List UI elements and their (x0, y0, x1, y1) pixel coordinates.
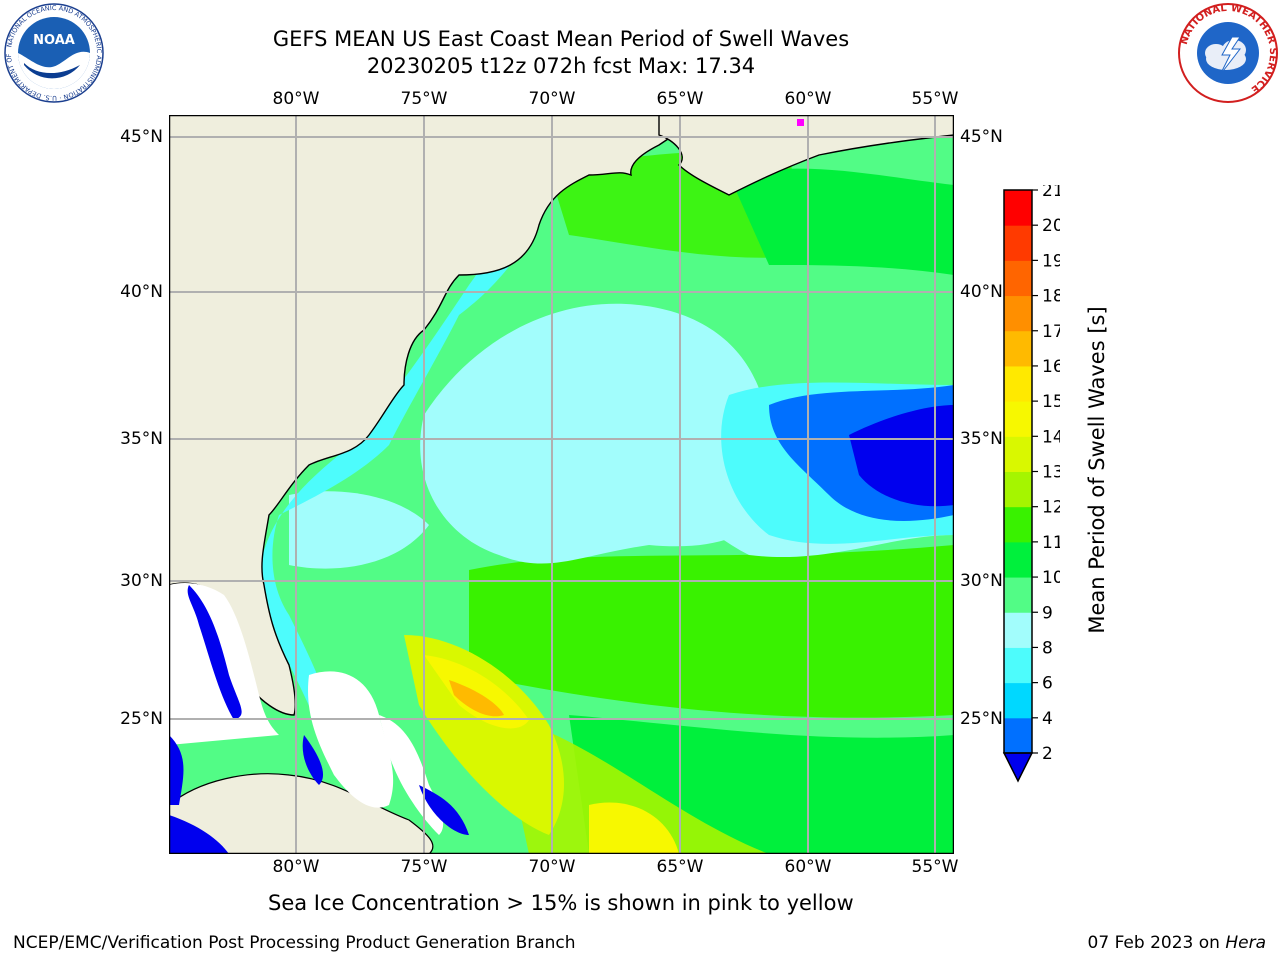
lon-label-bottom: 75°W (400, 857, 448, 877)
colorbar-tick-label: 17 (1042, 322, 1060, 342)
map-frame (169, 115, 954, 854)
credit-text: NCEP/EMC/Verification Post Processing Pr… (13, 933, 576, 953)
period-band-13 (404, 635, 564, 835)
period-band-12 (499, 715, 769, 854)
lon-label-top: 65°W (656, 89, 704, 109)
lat-label-right: 30°N (960, 571, 1003, 591)
graticule (169, 115, 954, 854)
colorbar-segment (1004, 295, 1032, 332)
shallow-blue-cuba (169, 815, 229, 854)
colorbar-tick-label: 11 (1042, 533, 1060, 553)
period-band-14 (589, 802, 679, 854)
coastal-fringe (259, 155, 543, 755)
lon-label-bottom: 70°W (528, 857, 576, 877)
colorbar-segment (1004, 647, 1032, 684)
colorbar-segment (1004, 225, 1032, 261)
colorbar-tick-label: 6 (1042, 674, 1053, 694)
colorbar-ticks: 2 4 6 8 9 10 11 12 13 14 15 16 17 18 19 20 21 (1032, 185, 1060, 764)
period-band-10-11 (469, 545, 954, 718)
colorbar-tick-label: 12 (1042, 498, 1060, 518)
sea-ice-note: Sea Ice Concentration > 15% is shown in … (268, 891, 854, 915)
shallow-blue-bahamas (302, 735, 324, 785)
lat-label-right: 35°N (960, 429, 1003, 449)
period-band-8-9 (289, 491, 429, 569)
colorbar-segment (1004, 436, 1032, 472)
lat-label-left: 35°N (120, 429, 163, 449)
lon-label-bottom: 80°W (272, 857, 320, 877)
lon-label-top: 80°W (272, 89, 320, 109)
colorbar-tick-label: 19 (1042, 251, 1060, 271)
colorbar-title: Mean Period of Swell Waves [s] (1085, 306, 1109, 634)
lat-label-left: 25°N (120, 709, 163, 729)
lat-label-right: 25°N (960, 709, 1003, 729)
colorbar-tick-label: 16 (1042, 357, 1060, 377)
nova-scotia-landmass (658, 115, 954, 196)
colorbar-segment (1004, 717, 1032, 754)
lon-label-top: 55°W (911, 89, 959, 109)
lon-label-top: 75°W (400, 89, 448, 109)
run-date-text: 07 Feb 2023 on (1087, 933, 1220, 953)
colorbar-tick-label: 13 (1042, 463, 1060, 483)
colorbar-segment (1004, 260, 1032, 297)
lat-label-left: 30°N (120, 571, 163, 591)
map-subtitle: 20230205 t12z 072h fcst Max: 17.34 (366, 54, 756, 78)
shallow-blue-florida-straits (169, 735, 184, 805)
map-field (169, 115, 954, 854)
noaa-logo: NATIONAL OCEANIC AND ATMOSPHERIC ADMINIS… (4, 3, 104, 103)
cuba-landmass (169, 773, 434, 854)
colorbar-segment (1004, 330, 1032, 367)
colorbar-tick-label: 14 (1042, 427, 1060, 447)
colorbar-tick-label: 15 (1042, 392, 1060, 412)
colorbar-segment (1004, 541, 1032, 578)
colorbar-tick-label: 10 (1042, 568, 1060, 588)
colorbar-segment (1004, 190, 1032, 226)
period-band-14 (424, 655, 529, 729)
colorbar-segment (1004, 682, 1032, 719)
lon-label-bottom: 55°W (911, 857, 959, 877)
lon-label-top: 60°W (784, 89, 832, 109)
colorbar-segment (1004, 401, 1032, 437)
colorbar-tick-label: 20 (1042, 216, 1060, 236)
lat-label-left: 40°N (120, 282, 163, 302)
colorbar-tick-label: 18 (1042, 287, 1060, 307)
period-band-16 (449, 680, 504, 717)
colorbar-segments (1002, 189, 1034, 783)
lon-label-top: 70°W (528, 89, 576, 109)
colorbar-segment (1004, 612, 1032, 648)
shallow-blue-bahamas (419, 785, 469, 835)
colorbar-segment (1004, 365, 1032, 402)
swell-period-map (169, 115, 954, 854)
shallow-blue-florida-keys (187, 585, 242, 720)
sea-ice-marker (797, 119, 804, 126)
lat-label-right: 40°N (960, 282, 1003, 302)
no-data-bahamas (379, 715, 444, 835)
colorbar-tick-label: 9 (1042, 603, 1053, 623)
colorbar-tick-label: 8 (1042, 638, 1053, 658)
lat-label-right: 45°N (960, 127, 1003, 147)
lon-label-bottom: 60°W (784, 857, 832, 877)
nws-logo: NATIONAL WEATHER SERVICE (1178, 3, 1278, 103)
lat-label-left: 45°N (120, 127, 163, 147)
colorbar-below-extension (1002, 752, 1034, 783)
colorbar-segment (1004, 471, 1032, 508)
colorbar-tick-label: 2 (1042, 744, 1053, 764)
run-date: 07 Feb 2023 on Hera (1088, 933, 1266, 953)
map-title: GEFS MEAN US East Coast Mean Period of S… (272, 27, 850, 51)
machine-name: Hera (1225, 933, 1266, 953)
period-band-10-11 (729, 168, 954, 275)
colorbar-segment (1004, 506, 1032, 543)
colorbar: 2 4 6 8 9 10 11 12 13 14 15 16 17 18 19 20 21 (1002, 185, 1060, 783)
lon-label-bottom: 65°W (656, 857, 704, 877)
no-data-bahamas (308, 671, 394, 808)
period-below-2 (849, 405, 954, 507)
colorbar-tick-label: 21 (1042, 185, 1060, 201)
colorbar-tick-label: 4 (1042, 709, 1053, 729)
colorbar-segment (1004, 577, 1032, 613)
noaa-logo-text: NOAA (33, 33, 75, 48)
